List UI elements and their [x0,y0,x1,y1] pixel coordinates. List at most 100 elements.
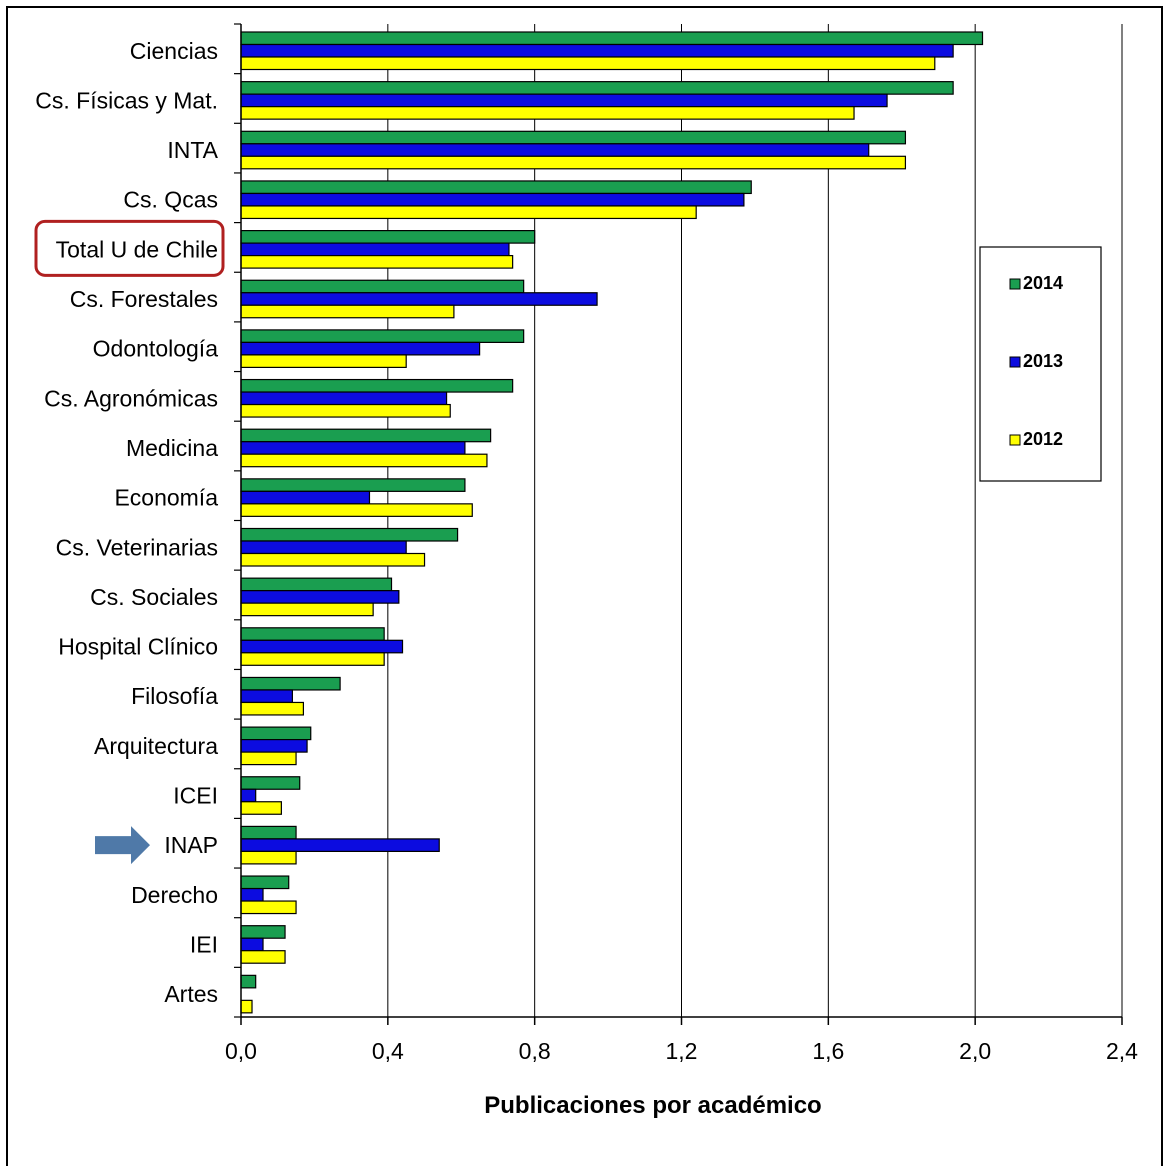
category-label: IEI [190,931,218,957]
bar-2014 [240,527,459,542]
category-label: INAP [164,832,218,858]
bar-2012 [240,155,907,170]
x-tick-label: 1,6 [812,1038,844,1064]
legend-swatch-2013 [1009,356,1021,368]
legend-box [979,246,1102,482]
x-tick-label: 1,2 [666,1038,698,1064]
bar-2013 [240,242,510,257]
bar-2013 [240,540,407,555]
legend-label: 2013 [1023,351,1063,371]
bar-2013 [240,590,400,604]
bar-2013 [240,639,404,654]
bar-2013 [240,788,257,803]
bar-2013 [240,937,264,952]
x-tick-label: 0,8 [519,1038,551,1064]
category-label: Odontología [93,336,219,362]
legend-swatch-2012 [1009,434,1021,446]
x-tick-label: 0,0 [225,1038,257,1064]
axes [234,23,1123,1025]
bar-2014 [240,676,341,691]
bar-2012 [240,652,385,666]
x-tick-labels: 0,0 0,4 0,8 1,2 1,6 2,0 2,4 [225,1038,1138,1064]
bar-2014 [240,627,385,641]
bar-2012 [240,751,297,766]
chart-frame [6,6,1163,1166]
bar-2014 [240,130,907,145]
bar-2013 [240,391,448,406]
bar-2013 [240,192,745,207]
category-label: ICEI [173,783,218,809]
category-label: Artes [164,981,218,1007]
bar-2012 [240,255,514,269]
bar-2013 [240,143,870,157]
highlight-box [34,219,225,277]
category-label: Medicina [126,435,218,461]
bar-2012 [240,205,697,220]
bar-2012 [240,403,451,418]
legend: 2014 2013 2012 [979,246,1102,482]
bar-2013 [240,93,888,108]
category-label: Cs. Veterinarias [56,534,218,560]
bar-2014 [240,378,514,393]
bar-2014 [240,776,301,790]
bar-2013 [240,341,481,356]
bar-2012 [240,503,473,517]
bar-2014 [240,726,312,741]
category-label: Economía [114,485,218,511]
category-labels: Ciencias Cs. Físicas y Mat. INTA Cs. Qcas To… [35,38,218,1007]
x-tick-label: 2,0 [959,1038,991,1064]
category-label: Cs. Forestales [70,286,218,312]
annotations [34,219,225,865]
bar-2012 [240,850,297,865]
bars [240,31,984,1014]
bar-2012 [240,801,282,815]
bar-2012 [240,900,297,915]
bar-2012 [240,701,305,716]
bar-2014 [240,478,466,492]
bar-2014 [240,875,290,890]
bar-2014 [240,925,286,939]
gridlines [387,24,1123,1017]
bar-2012 [240,56,936,71]
bar-2014 [240,974,257,989]
bar-2014 [240,279,525,294]
category-label: Cs. Qcas [123,187,218,213]
x-tick-label: 0,4 [372,1038,404,1064]
bar-2014 [240,577,393,592]
bar-2012 [240,552,426,567]
legend-label: 2014 [1023,273,1063,293]
bar-2012 [240,602,374,617]
bar-2014 [240,81,954,95]
bar-2013 [240,887,264,902]
bar-2012 [240,999,253,1014]
category-label: INTA [167,137,218,163]
bar-2013 [240,689,293,704]
bar-2014 [240,230,536,244]
category-label: Derecho [131,882,218,908]
bar-2013 [240,490,371,505]
category-label: Filosofía [131,683,218,709]
bar-2014 [240,825,297,840]
category-label: Cs. Físicas y Mat. [35,87,218,113]
bar-2013 [240,441,466,455]
bar-2012 [240,950,286,964]
bar-2013 [240,292,598,306]
category-label: Cs. Agronómicas [44,385,218,411]
bar-2012 [240,304,455,319]
category-label: Hospital Clínico [58,634,218,660]
bar-2014 [240,180,752,195]
legend-label: 2012 [1023,429,1063,449]
x-axis-title: Publicaciones por académico [484,1092,821,1119]
legend-swatch-2014 [1009,278,1021,290]
category-label: Ciencias [130,38,218,64]
arrow-icon [95,826,150,865]
bar-2014 [240,428,492,443]
category-label: Arquitectura [94,733,218,759]
bar-2012 [240,453,488,468]
category-label: Total U de Chile [56,236,218,262]
bar-2013 [240,738,308,753]
x-tick-label: 2,4 [1106,1038,1138,1064]
bar-2012 [240,106,855,120]
bar-2013 [240,838,440,853]
